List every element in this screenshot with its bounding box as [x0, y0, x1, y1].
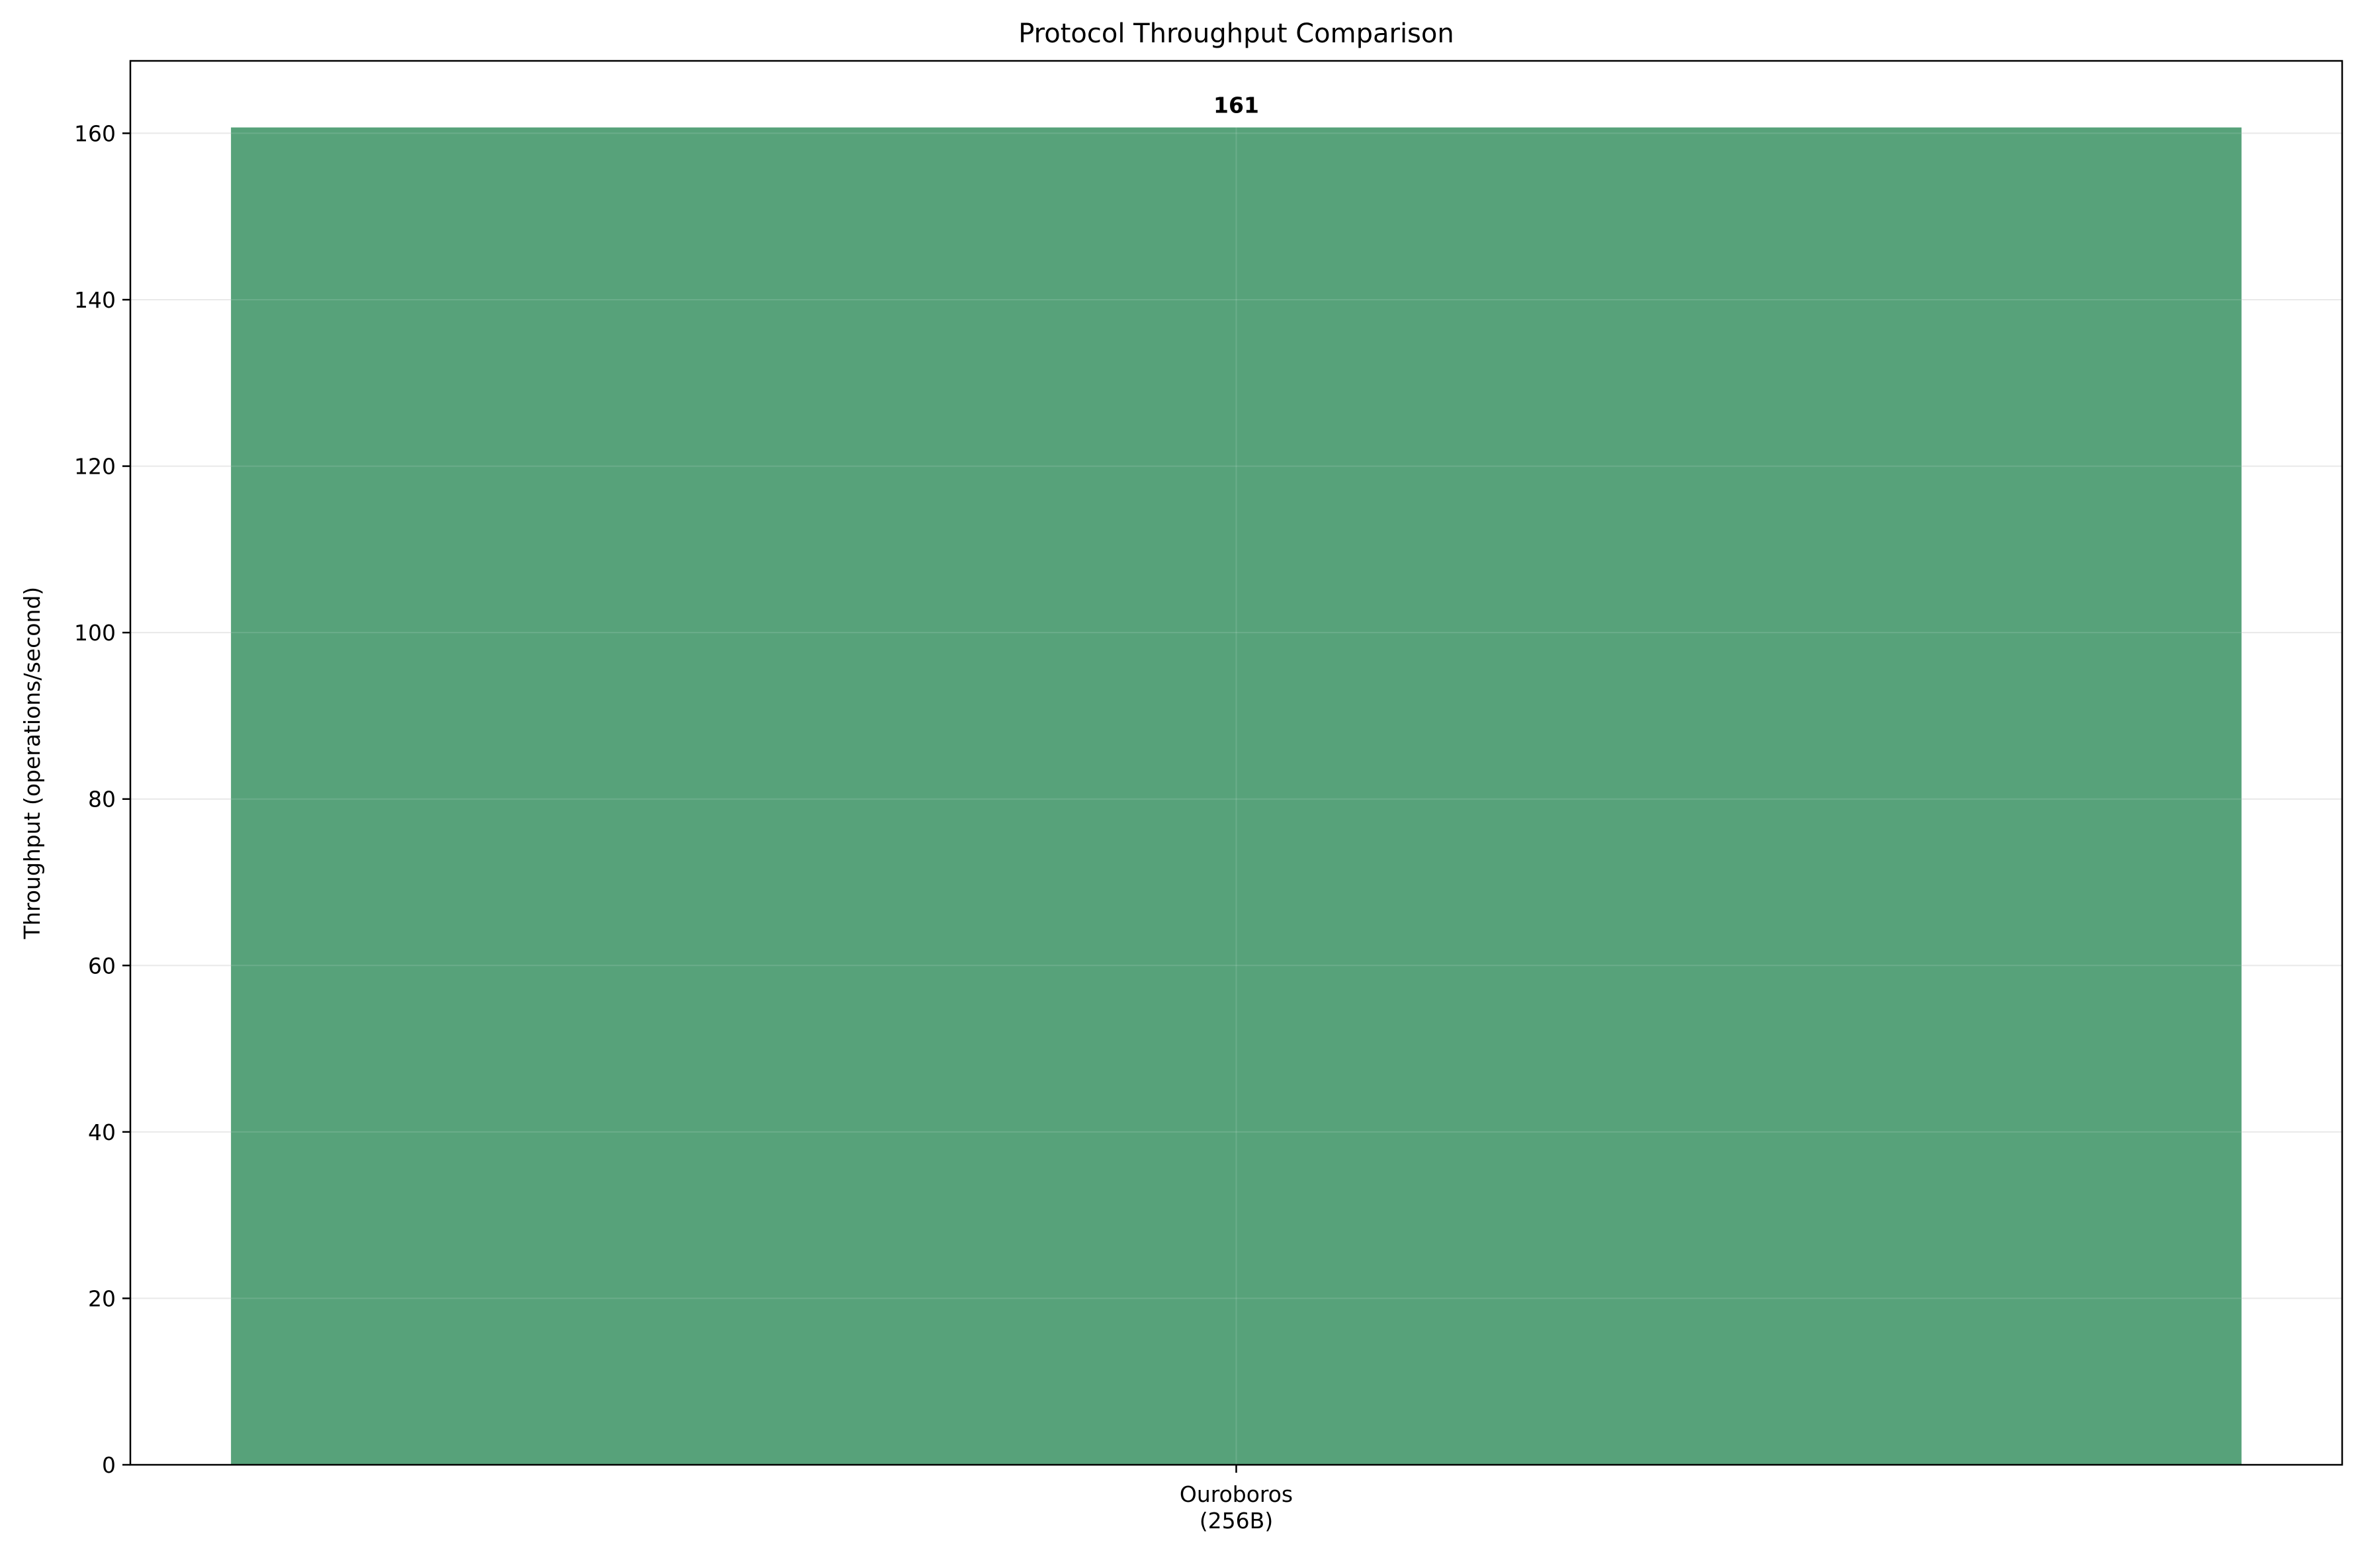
bars	[231, 127, 2242, 1465]
bar	[231, 127, 2242, 1465]
y-tick-label: 60	[88, 953, 116, 979]
x-tick-label: Ouroboros (256B)	[1180, 1481, 1293, 1534]
y-axis-label: Throughput (operations/second)	[19, 587, 45, 939]
y-tick-label: 140	[74, 287, 116, 313]
y-tick-label: 120	[74, 454, 116, 480]
chart-title: Protocol Throughput Comparison	[1018, 19, 1454, 49]
y-tick-label: 100	[74, 620, 116, 646]
bar-value-label: 161	[1213, 93, 1259, 118]
data-labels: 161	[1213, 93, 1259, 118]
y-tick-label: 40	[88, 1119, 116, 1145]
y-tick-label: 0	[102, 1452, 116, 1478]
y-tick-label: 160	[74, 120, 116, 146]
y-tick-label: 20	[88, 1285, 116, 1311]
y-tick-label: 80	[88, 787, 116, 812]
axis-ticks: 0 20 40 60 80 100 120 140 160 Ouroboros (256B)	[74, 120, 1293, 1534]
